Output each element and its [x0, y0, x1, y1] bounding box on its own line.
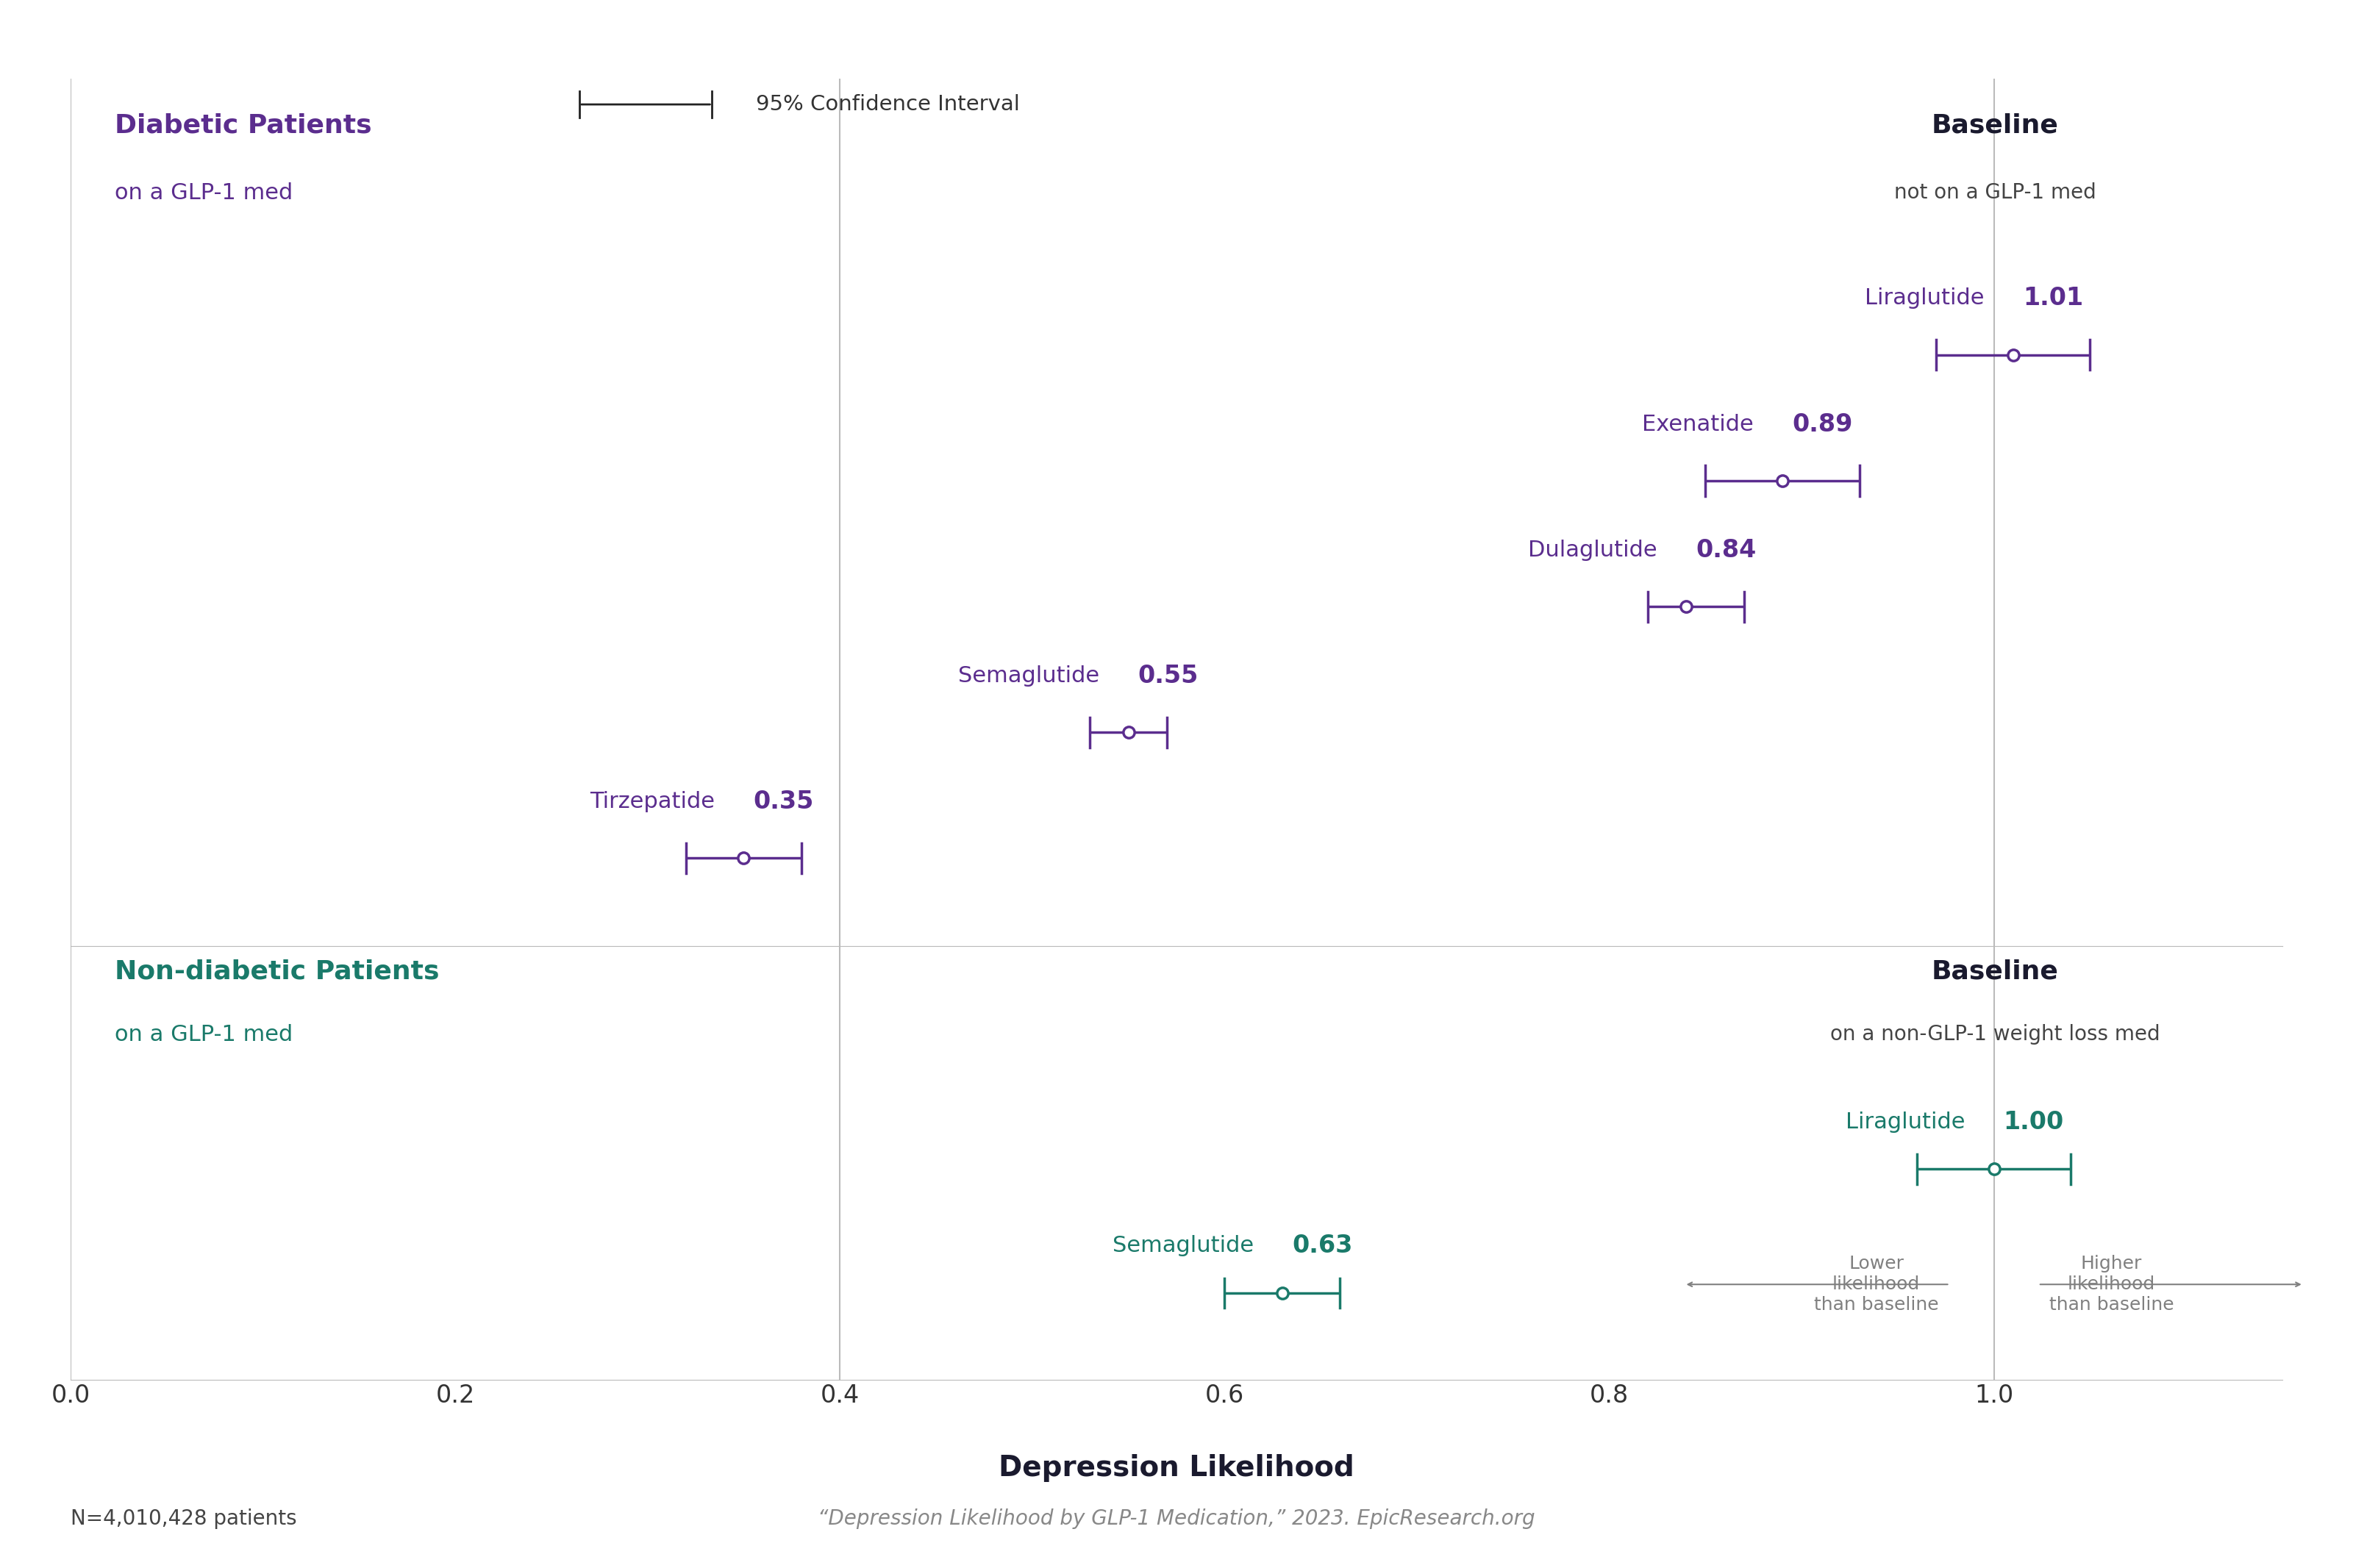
Text: “Depression Likelihood by GLP-1 Medication,” 2023. EpicResearch.org: “Depression Likelihood by GLP-1 Medicati… — [819, 1508, 1534, 1529]
Text: 0.84: 0.84 — [1697, 538, 1755, 561]
Text: Baseline: Baseline — [1932, 960, 2059, 985]
Text: 0.63: 0.63 — [1292, 1234, 1353, 1258]
Text: Semaglutide: Semaglutide — [958, 665, 1099, 687]
Text: Liraglutide: Liraglutide — [1845, 1112, 1965, 1132]
Text: 0.89: 0.89 — [1793, 412, 1852, 436]
Text: on a non-GLP-1 weight loss med: on a non-GLP-1 weight loss med — [1831, 1024, 2160, 1044]
Text: Semaglutide: Semaglutide — [1113, 1236, 1254, 1256]
Text: 1.00: 1.00 — [2002, 1110, 2064, 1134]
Text: N=4,010,428 patients: N=4,010,428 patients — [71, 1508, 296, 1529]
Text: Tirzepatide: Tirzepatide — [591, 790, 715, 812]
Text: Baseline: Baseline — [1932, 113, 2059, 138]
Text: 0.55: 0.55 — [1139, 663, 1198, 688]
Text: Higher
likelihood
than baseline: Higher likelihood than baseline — [2049, 1254, 2174, 1314]
Text: Non-diabetic Patients: Non-diabetic Patients — [115, 960, 440, 985]
Text: 0.35: 0.35 — [753, 789, 814, 814]
Text: 1.01: 1.01 — [2024, 287, 2082, 310]
Text: Exenatide: Exenatide — [1642, 414, 1753, 434]
Text: Depression Likelihood: Depression Likelihood — [998, 1454, 1355, 1482]
Text: 95% Confidence Interval: 95% Confidence Interval — [755, 94, 1021, 114]
Text: Liraglutide: Liraglutide — [1866, 289, 1984, 309]
Text: Diabetic Patients: Diabetic Patients — [115, 113, 372, 138]
Text: on a GLP-1 med: on a GLP-1 med — [115, 1024, 294, 1046]
Text: Lower
likelihood
than baseline: Lower likelihood than baseline — [1814, 1254, 1939, 1314]
Text: Dulaglutide: Dulaglutide — [1527, 539, 1657, 561]
Text: on a GLP-1 med: on a GLP-1 med — [115, 182, 294, 204]
Text: not on a GLP-1 med: not on a GLP-1 med — [1894, 182, 2097, 204]
